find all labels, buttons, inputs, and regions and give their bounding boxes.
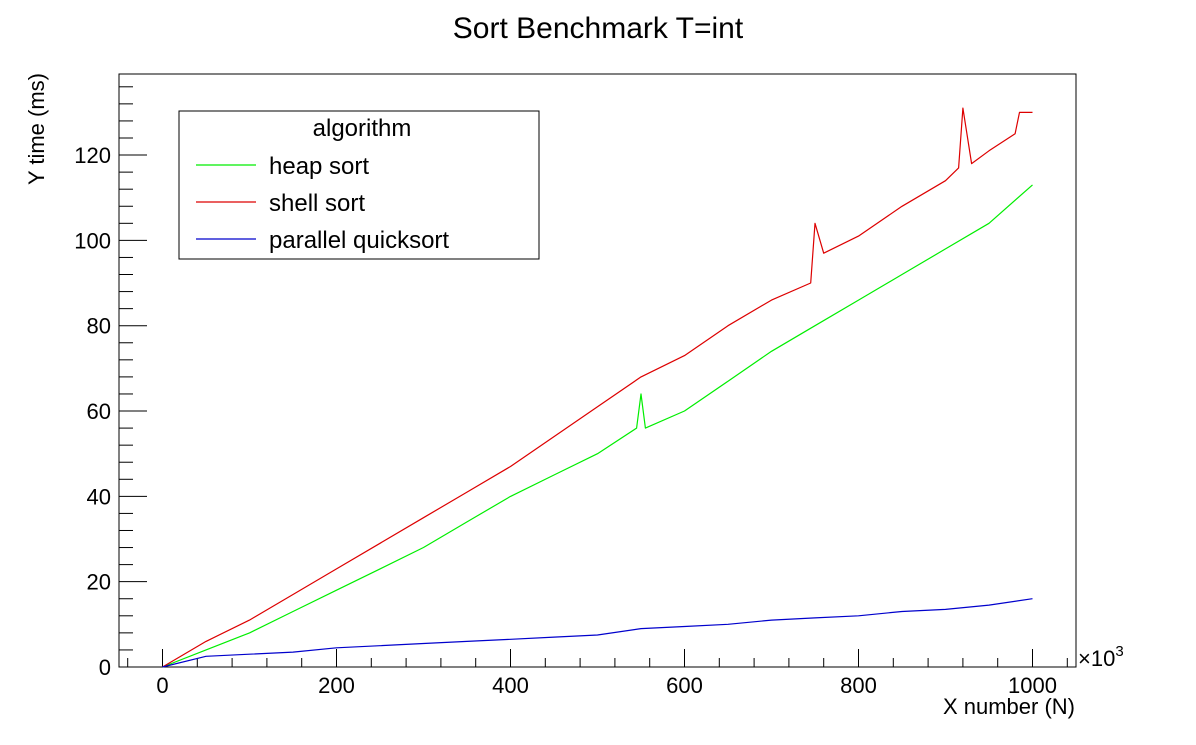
x-tick-label: 0	[156, 673, 168, 698]
series-line-0	[162, 184, 1033, 668]
x-tick-label: 600	[666, 673, 703, 698]
y-tick-label: 20	[87, 570, 111, 595]
legend-label-0: heap sort	[269, 153, 369, 180]
y-tick-label: 0	[99, 655, 111, 680]
series-line-1	[162, 107, 1033, 668]
legend: algorithm heap sort shell sort parallel qu…	[178, 110, 540, 260]
legend-title: algorithm	[313, 115, 412, 142]
legend-label-1: shell sort	[269, 190, 365, 217]
y-tick-label: 80	[87, 314, 111, 339]
x-tick-label: 1000	[1008, 673, 1057, 698]
legend-entries: heap sort shell sort parallel quicksort	[196, 153, 449, 254]
series-layer	[162, 107, 1033, 668]
y-tick-label: 120	[74, 143, 111, 168]
y-axis-label: Y time (ms)	[24, 73, 49, 185]
legend-box	[178, 110, 540, 260]
y-tick-label: 40	[87, 484, 111, 509]
x-axis-multiplier: ×103	[1078, 643, 1124, 671]
x-axis-label: X number (N)	[943, 694, 1075, 719]
x-tick-label: 800	[840, 673, 877, 698]
legend-label-2: parallel quicksort	[269, 227, 449, 254]
x-axis-multiplier-exponent: 3	[1115, 643, 1123, 660]
plot-frame	[118, 73, 1077, 668]
x-tick-label: 400	[492, 673, 529, 698]
chart-title: Sort Benchmark T=int	[453, 12, 744, 45]
y-axis: 0 20 40 60 80 100 120	[74, 86, 147, 680]
x-tick-label: 200	[318, 673, 355, 698]
y-tick-label: 60	[87, 399, 111, 424]
series-line-2	[162, 598, 1033, 668]
x-axis: 0 200 400 600 800 1000	[127, 649, 1068, 698]
y-tick-label: 100	[74, 228, 111, 253]
